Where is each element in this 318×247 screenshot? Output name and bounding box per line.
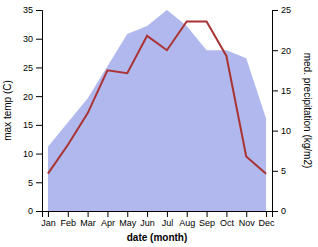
tick-mark	[36, 96, 42, 97]
tick-label: 0	[281, 206, 286, 216]
tick-label: 25	[281, 5, 291, 15]
tick-label: Jan	[41, 218, 56, 228]
tick-label: Aug	[179, 218, 195, 228]
x-axis-title: date (month)	[127, 232, 188, 243]
tick: Jul	[162, 211, 174, 228]
tick-mark	[167, 211, 168, 217]
tick-label: 10	[281, 126, 291, 136]
tick-mark	[36, 125, 42, 126]
tick: Sep	[199, 211, 215, 228]
tick: May	[119, 211, 137, 228]
tick-mark	[187, 211, 188, 217]
tick: 0	[28, 206, 42, 216]
tick-label: 30	[23, 34, 33, 44]
tick-mark	[36, 154, 42, 155]
tick-mark	[88, 211, 89, 217]
tick-label: Sep	[199, 218, 215, 228]
tick-label: Mar	[80, 218, 96, 228]
tick-label: 0	[28, 206, 33, 216]
y2-axis: 0 5 10 15 20 25	[272, 5, 291, 216]
tick-mark	[107, 211, 108, 217]
tick-label: Jun	[140, 218, 155, 228]
tick-mark	[226, 211, 227, 217]
tick-mark	[68, 211, 69, 217]
tick-label: 20	[281, 46, 291, 56]
tick: 20	[272, 46, 291, 56]
tick-mark	[272, 131, 278, 132]
tick: 20	[23, 92, 42, 102]
tick-mark	[36, 39, 42, 40]
tick: 15	[272, 86, 291, 96]
tick: 25	[272, 5, 291, 15]
tick: 15	[23, 120, 42, 130]
tick-mark	[36, 211, 42, 212]
tick-label: 15	[23, 120, 33, 130]
y-axis: 0 5 10 15 20 25 30 35	[23, 5, 43, 216]
y-axis-title: max temp (C)	[2, 80, 13, 141]
tick-mark	[272, 10, 278, 11]
tick: Dec	[259, 211, 276, 228]
tick-label: Dec	[259, 218, 276, 228]
tick: Jun	[140, 211, 155, 228]
line	[48, 21, 266, 173]
tick-label: Feb	[61, 218, 77, 228]
axis-line	[43, 212, 273, 218]
axis-line	[273, 11, 279, 212]
tick: Oct	[220, 211, 235, 228]
tick: Feb	[61, 211, 77, 228]
tick-mark	[272, 211, 278, 212]
tick-label: Oct	[220, 218, 235, 228]
tick: 10	[23, 149, 42, 159]
tick-label: 35	[23, 5, 33, 15]
tick-mark	[272, 90, 278, 91]
tick: Mar	[80, 211, 96, 228]
tick: 35	[23, 5, 42, 15]
tick: 0	[272, 206, 286, 216]
tick-label: 5	[28, 178, 33, 188]
tick-mark	[266, 211, 267, 217]
chart: Jan FebMar Apr MayJun Jul Aug Sep Oct NovDec 0 5 10…	[0, 0, 318, 247]
tick-mark	[36, 67, 42, 68]
area	[48, 10, 266, 211]
tick-mark	[48, 211, 49, 217]
tick: 5	[28, 178, 42, 188]
tick: Jan	[41, 211, 56, 228]
tick-mark	[246, 211, 247, 217]
tick: 10	[272, 126, 291, 136]
tick-label: 15	[281, 86, 291, 96]
tick: 30	[23, 34, 42, 44]
tick-label: May	[119, 218, 137, 228]
tick-mark	[272, 171, 278, 172]
tick-label: 5	[281, 166, 286, 176]
x-axis: Jan FebMar Apr MayJun Jul Aug Sep Oct NovDec	[41, 211, 275, 228]
tick-mark	[147, 211, 148, 217]
tick-label: Nov	[239, 218, 256, 228]
axis-line	[36, 11, 43, 212]
tick-mark	[36, 182, 42, 183]
tick: 5	[272, 166, 286, 176]
tick-label: Jul	[162, 218, 174, 228]
marks	[48, 10, 266, 211]
tick-label: 25	[23, 63, 33, 73]
y2-axis-title: med. precipitation (kg/m2)	[302, 53, 313, 169]
tick: Nov	[239, 211, 256, 228]
tick: 25	[23, 63, 42, 73]
tick-mark	[36, 10, 42, 11]
tick-label: 20	[23, 92, 33, 102]
tick: Aug	[179, 211, 195, 228]
tick-label: Apr	[101, 218, 115, 228]
plot: Jan FebMar Apr MayJun Jul Aug Sep Oct NovDec 0 5 10…	[2, 5, 313, 243]
tick-label: 10	[23, 149, 33, 159]
tick-mark	[207, 211, 208, 217]
tick-mark	[127, 211, 128, 217]
tick: Apr	[101, 211, 115, 228]
tick-mark	[272, 50, 278, 51]
